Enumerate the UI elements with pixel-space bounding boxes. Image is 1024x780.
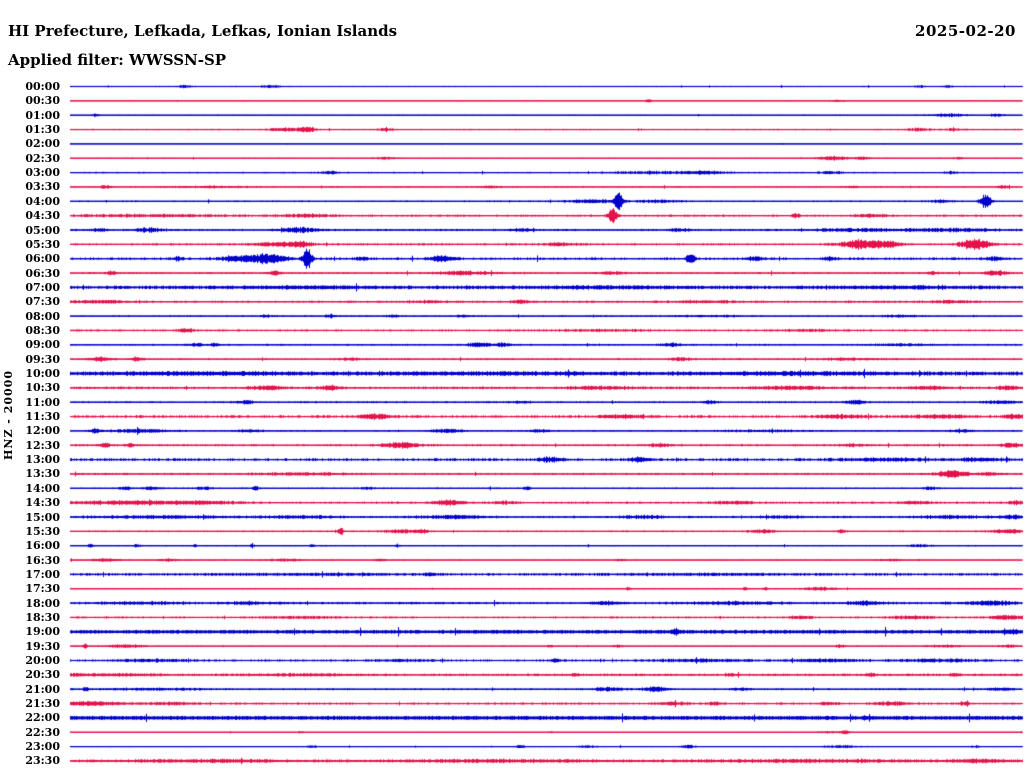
helicorder-page: HI Prefecture, Lefkada, Lefkas, Ionian I… bbox=[0, 0, 1024, 780]
seismogram-traces bbox=[0, 0, 1024, 780]
